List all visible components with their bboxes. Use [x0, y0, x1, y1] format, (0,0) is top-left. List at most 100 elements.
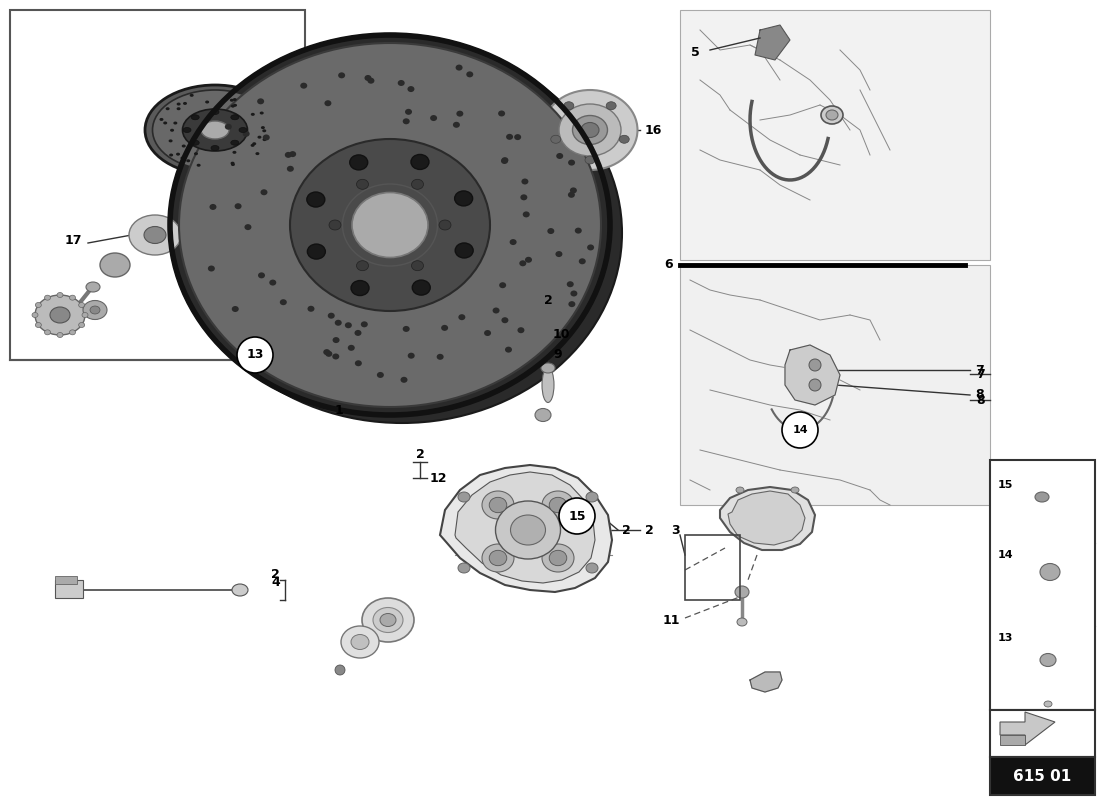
Polygon shape	[750, 672, 782, 692]
Ellipse shape	[458, 563, 470, 573]
Text: 14: 14	[998, 550, 1013, 560]
Ellipse shape	[50, 307, 70, 323]
Ellipse shape	[69, 330, 76, 335]
Text: 2: 2	[416, 449, 425, 462]
Ellipse shape	[261, 126, 265, 129]
Bar	[990, 757, 1094, 795]
Text: 2: 2	[621, 523, 630, 537]
Polygon shape	[728, 491, 805, 545]
Ellipse shape	[153, 90, 277, 170]
Ellipse shape	[505, 346, 512, 353]
Bar	[685, 535, 740, 600]
Polygon shape	[720, 487, 815, 550]
Bar	[55, 576, 77, 584]
Ellipse shape	[571, 290, 578, 297]
Polygon shape	[116, 256, 128, 265]
Ellipse shape	[569, 301, 575, 307]
Ellipse shape	[498, 110, 505, 117]
Ellipse shape	[231, 140, 239, 146]
Ellipse shape	[201, 121, 229, 139]
Ellipse shape	[484, 330, 491, 336]
Ellipse shape	[144, 226, 166, 243]
Ellipse shape	[211, 110, 219, 114]
Text: 9: 9	[553, 349, 562, 362]
Polygon shape	[785, 345, 840, 405]
Text: 15: 15	[998, 480, 1013, 490]
Ellipse shape	[400, 377, 407, 382]
Ellipse shape	[183, 127, 191, 133]
Ellipse shape	[263, 134, 270, 141]
Ellipse shape	[586, 492, 598, 502]
Ellipse shape	[1035, 492, 1049, 502]
Ellipse shape	[542, 544, 574, 572]
Ellipse shape	[57, 293, 63, 298]
Text: 13: 13	[998, 633, 1013, 643]
Ellipse shape	[245, 344, 252, 350]
Ellipse shape	[559, 104, 621, 156]
Text: 2: 2	[543, 294, 552, 306]
Ellipse shape	[791, 487, 799, 493]
Text: 11: 11	[662, 614, 680, 626]
Ellipse shape	[35, 295, 85, 335]
Ellipse shape	[519, 260, 526, 266]
Ellipse shape	[254, 354, 261, 359]
Ellipse shape	[251, 113, 255, 116]
Ellipse shape	[737, 618, 747, 626]
Ellipse shape	[168, 139, 173, 142]
Bar	[680, 265, 990, 505]
Ellipse shape	[145, 85, 285, 175]
Ellipse shape	[79, 302, 85, 307]
Ellipse shape	[163, 122, 167, 125]
Ellipse shape	[502, 157, 508, 163]
Ellipse shape	[520, 194, 527, 200]
Text: 14: 14	[792, 425, 807, 435]
Ellipse shape	[260, 111, 264, 114]
Ellipse shape	[566, 282, 574, 287]
Ellipse shape	[290, 139, 490, 311]
Ellipse shape	[549, 550, 566, 566]
Polygon shape	[755, 25, 790, 60]
Ellipse shape	[351, 634, 369, 650]
Ellipse shape	[329, 220, 341, 230]
Ellipse shape	[570, 187, 576, 194]
Ellipse shape	[326, 351, 332, 357]
Text: 17: 17	[65, 234, 82, 246]
Ellipse shape	[231, 163, 235, 166]
Ellipse shape	[261, 190, 267, 195]
Circle shape	[336, 665, 345, 675]
Ellipse shape	[351, 281, 369, 295]
Ellipse shape	[551, 135, 561, 143]
Ellipse shape	[191, 140, 199, 146]
Ellipse shape	[362, 598, 414, 642]
Ellipse shape	[572, 115, 607, 145]
Ellipse shape	[44, 295, 51, 300]
Ellipse shape	[206, 101, 209, 103]
Circle shape	[808, 359, 821, 371]
Ellipse shape	[453, 122, 460, 128]
Ellipse shape	[300, 82, 307, 89]
Ellipse shape	[211, 146, 219, 150]
Ellipse shape	[183, 102, 187, 105]
Ellipse shape	[233, 104, 236, 106]
Ellipse shape	[160, 118, 164, 121]
Ellipse shape	[44, 330, 51, 335]
Polygon shape	[455, 472, 595, 583]
Ellipse shape	[441, 325, 448, 331]
Ellipse shape	[90, 306, 100, 314]
Ellipse shape	[575, 228, 582, 234]
Ellipse shape	[231, 105, 235, 108]
Text: 7: 7	[977, 367, 985, 381]
Ellipse shape	[230, 98, 234, 102]
Ellipse shape	[86, 282, 100, 292]
Ellipse shape	[233, 98, 236, 101]
Bar	[680, 10, 990, 260]
Ellipse shape	[403, 118, 409, 124]
Text: 12: 12	[430, 471, 448, 485]
Polygon shape	[102, 265, 116, 274]
Ellipse shape	[252, 142, 256, 146]
Ellipse shape	[379, 614, 396, 626]
Text: 6: 6	[664, 258, 673, 271]
Ellipse shape	[1040, 563, 1060, 581]
Ellipse shape	[408, 353, 415, 358]
Ellipse shape	[231, 162, 234, 165]
